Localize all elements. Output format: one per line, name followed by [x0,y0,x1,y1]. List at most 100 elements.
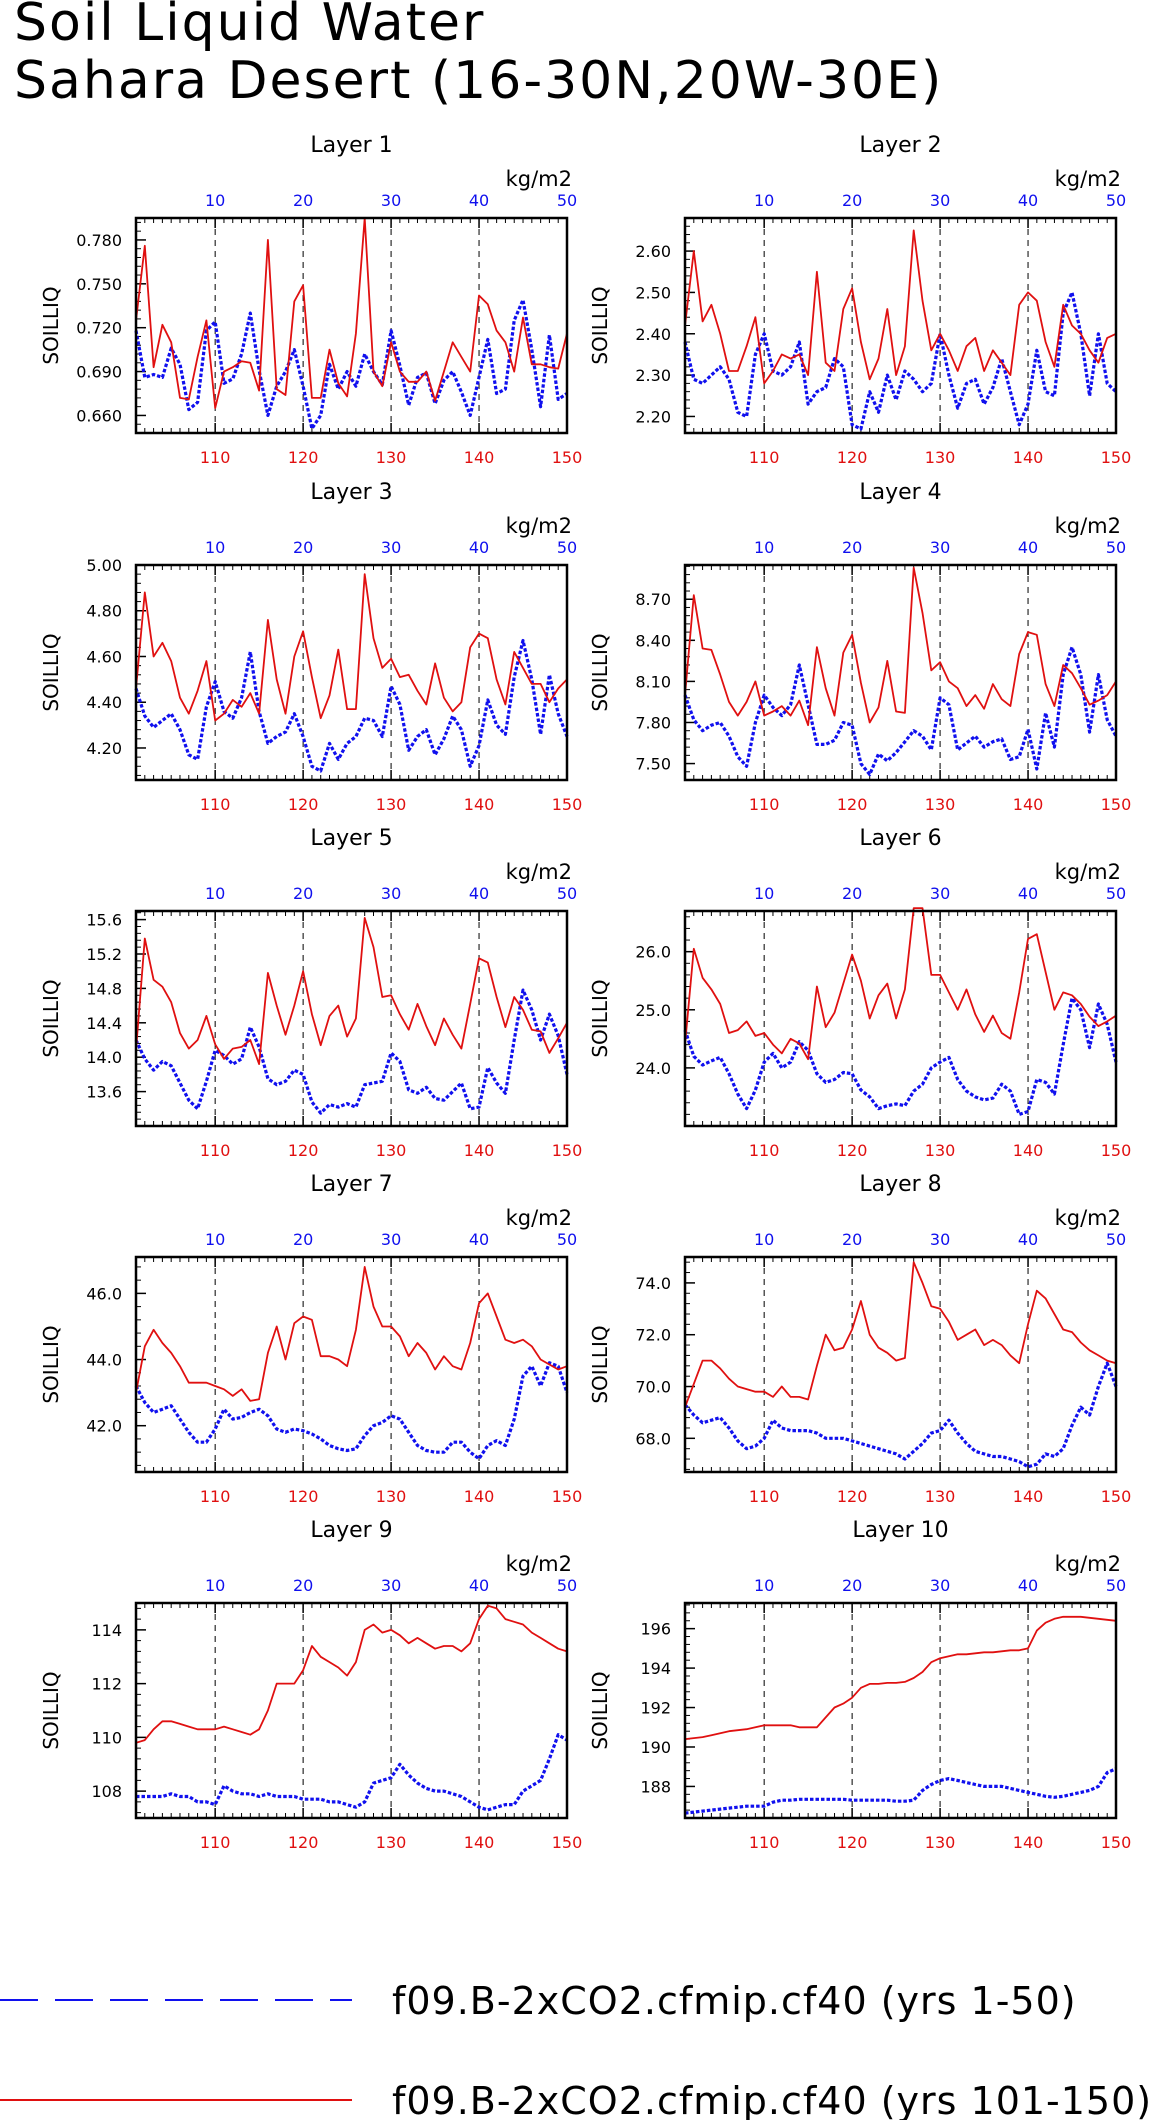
series-line-red [684,566,1117,727]
top-tick-label: 30 [381,191,401,210]
top-tick-label: 50 [557,191,577,210]
y-tick-label: 2.40 [635,325,671,344]
y-axis-label: SOILLIQ [588,979,612,1057]
top-tick-label: 50 [1106,1576,1126,1595]
y-tick-label: 24.0 [635,1059,671,1078]
top-tick-label: 20 [293,191,313,210]
series-line-blue [136,1733,568,1812]
series-line-blue [683,1361,1118,1469]
bottom-tick-label: 110 [200,1487,231,1506]
top-tick-label: 50 [1106,538,1126,557]
bottom-tick-label: 150 [552,1487,583,1506]
y-tick-label: 46.0 [86,1284,122,1303]
bottom-tick-label: 150 [1101,1833,1132,1852]
plot-frame [683,1255,1118,1474]
y-tick-label: 2.50 [635,283,671,302]
y-tick-label: 112 [91,1675,122,1694]
series-line-blue [134,298,568,431]
y-axis-label: SOILLIQ [588,633,612,711]
y-tick-label: 110 [91,1728,122,1747]
bottom-tick-label: 110 [200,1141,231,1160]
page-title: Soil Liquid Water Sahara Desert (16-30N,… [14,0,943,110]
top-axis-unit: kg/m2 [506,167,572,191]
top-tick-label: 10 [754,538,774,557]
top-tick-label: 40 [469,538,489,557]
top-axis-unit: kg/m2 [506,1206,572,1230]
panel-title: Layer 2 [859,133,941,158]
y-tick-label: 2.20 [635,407,671,426]
bottom-tick-label: 110 [200,448,231,467]
top-tick-label: 50 [1106,884,1126,903]
y-axis-label: SOILLIQ [588,286,612,364]
top-tick-label: 10 [205,1230,225,1249]
panel-title: Layer 8 [859,1172,941,1197]
series-line-red [684,1261,1117,1408]
y-tick-label: 108 [91,1782,122,1801]
series-line-blue [683,290,1118,431]
series-line-red [684,1615,1117,1740]
series-line-blue [134,988,569,1115]
top-axis-unit: kg/m2 [1055,860,1121,884]
top-tick-label: 10 [754,1576,774,1595]
bottom-tick-label: 130 [925,1487,956,1506]
top-tick-label: 20 [293,1576,313,1595]
bottom-tick-label: 110 [749,1833,780,1852]
bottom-tick-label: 140 [464,448,495,467]
y-tick-label: 8.40 [635,631,671,650]
plot-frame [683,909,1118,1128]
series-line-red [684,907,1117,1061]
y-tick-label: 5.00 [86,556,122,575]
panel-layer-2: Layer 2 kg/m2 10 20 30 40 50 110 120 130 140 150 2.2… [588,133,1131,467]
y-tick-label: 190 [640,1738,671,1757]
y-axis-label: SOILLIQ [39,1325,63,1403]
title-line-1: Soil Liquid Water [14,0,486,53]
top-tick-label: 50 [557,1230,577,1249]
bottom-tick-label: 120 [837,795,868,814]
top-tick-label: 40 [469,1230,489,1249]
series-line-blue [683,645,1118,777]
bottom-tick-label: 150 [1101,795,1132,814]
panel-title: Layer 4 [859,480,941,505]
series-line-blue [134,638,569,773]
bottom-tick-label: 120 [837,1141,868,1160]
series-line-red [135,917,568,1065]
top-tick-label: 10 [205,191,225,210]
y-tick-label: 4.80 [86,602,122,621]
top-tick-label: 30 [381,1230,401,1249]
bottom-tick-label: 130 [925,795,956,814]
bottom-tick-label: 140 [464,795,495,814]
y-tick-label: 14.4 [86,1014,122,1033]
y-tick-label: 70.0 [635,1378,671,1397]
y-tick-label: 8.10 [635,672,671,691]
top-tick-label: 20 [293,538,313,557]
plot-frame [134,1601,569,1820]
bottom-tick-label: 150 [1101,448,1132,467]
top-tick-label: 40 [1018,1230,1038,1249]
bottom-tick-label: 120 [837,448,868,467]
y-tick-label: 7.80 [635,713,671,732]
top-axis-unit: kg/m2 [1055,514,1121,538]
panel-layer-1: Layer 1 kg/m2 10 20 30 40 50 110 120 130 140 150 0.6… [39,133,582,467]
top-tick-label: 50 [1106,1230,1126,1249]
bottom-tick-label: 130 [925,1141,956,1160]
top-tick-label: 20 [842,1230,862,1249]
bottom-tick-label: 130 [376,1487,407,1506]
bottom-tick-label: 130 [925,1833,956,1852]
y-axis-label: SOILLIQ [39,633,63,711]
top-tick-label: 40 [469,884,489,903]
series-line-blue [134,1361,569,1461]
bottom-tick-label: 150 [552,448,583,467]
y-tick-label: 4.20 [86,739,122,758]
plot-frame [134,909,569,1128]
panel-title: Layer 6 [859,826,941,851]
bottom-tick-label: 120 [288,795,319,814]
panel-title: Layer 1 [310,133,392,158]
series-line-red [135,573,568,722]
y-tick-label: 14.8 [86,979,122,998]
bottom-tick-label: 150 [552,1141,583,1160]
y-tick-label: 2.30 [635,366,671,385]
bottom-tick-label: 140 [464,1833,495,1852]
bottom-tick-label: 110 [749,1487,780,1506]
legend-label: f09.B-2xCO2.cfmip.cf40 (yrs 1-50) [392,1979,1077,2023]
top-tick-label: 30 [930,1230,950,1249]
